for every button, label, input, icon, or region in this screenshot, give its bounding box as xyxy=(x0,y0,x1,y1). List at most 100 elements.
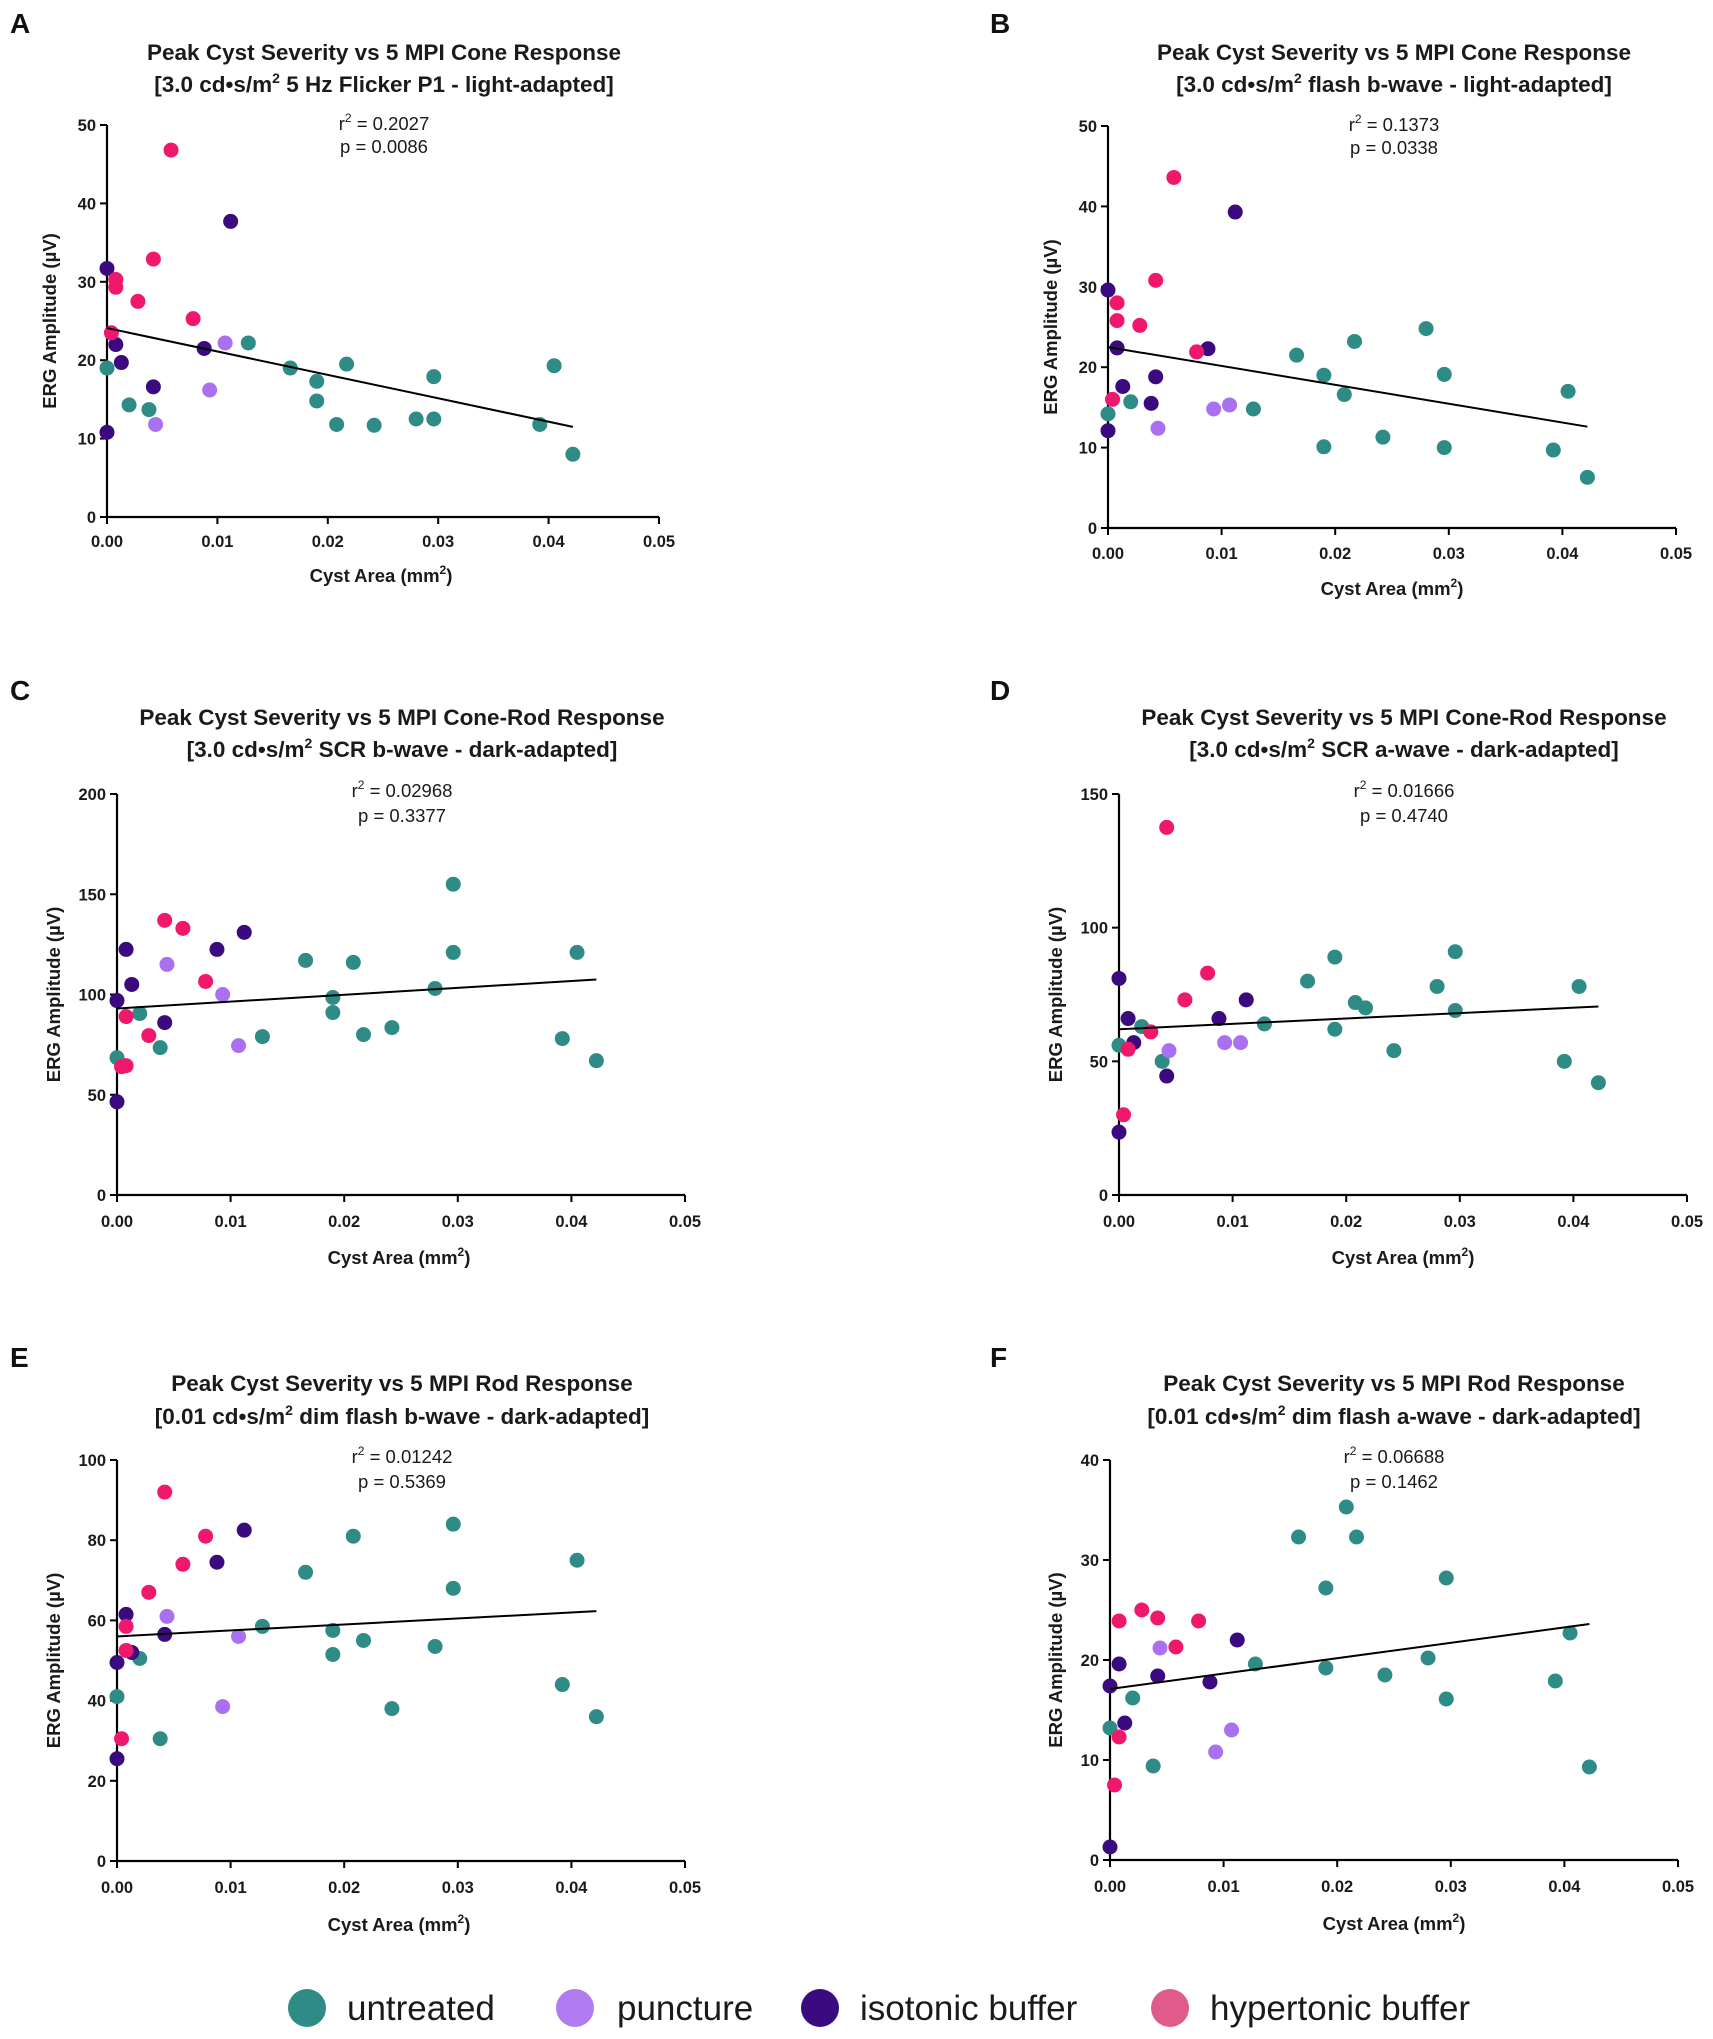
y-tick-label: 0 xyxy=(1088,520,1097,538)
data-point-untreated xyxy=(1556,1053,1572,1069)
data-point-hypertonic xyxy=(1168,1639,1184,1655)
x-tick-label: 0.00 xyxy=(101,1879,133,1897)
y-tick-label: 10 xyxy=(1079,440,1097,458)
y-tick-label: 100 xyxy=(78,1452,106,1470)
data-point-isotonic xyxy=(145,379,161,395)
chart-title-f: Peak Cyst Severity vs 5 MPI Rod Response xyxy=(1163,1371,1624,1396)
x-tick-label: 0.03 xyxy=(422,533,454,551)
data-point-hypertonic xyxy=(1111,1729,1127,1745)
y-tick-label: 40 xyxy=(78,195,96,213)
data-point-puncture xyxy=(202,382,218,398)
x-tick-label: 0.03 xyxy=(1433,545,1465,563)
panel-b: B Peak Cyst Severity vs 5 MPI Cone Respon… xyxy=(990,8,1692,599)
data-point-untreated xyxy=(1438,1691,1454,1707)
data-point-untreated xyxy=(1318,1580,1334,1596)
data-point-isotonic xyxy=(1100,423,1116,439)
data-point-untreated xyxy=(141,402,157,418)
data-point-untreated xyxy=(554,1031,570,1047)
data-point-hypertonic xyxy=(108,279,124,295)
data-point-untreated xyxy=(1347,333,1363,349)
x-axis-label-b: Cyst Area (mm2) xyxy=(1321,576,1464,599)
y-tick-label: 0 xyxy=(97,1187,106,1205)
panel-letter-f: F xyxy=(990,1342,1007,1373)
y-tick-label: 50 xyxy=(78,117,96,135)
data-point-hypertonic xyxy=(1150,1610,1166,1626)
chart-subtitle-d: [3.0 cd•s/m2 SCR a-wave - dark-adapted] xyxy=(1189,735,1619,762)
data-point-hypertonic xyxy=(1107,1777,1123,1793)
y-axis-label-e: ERG Amplitude (µV) xyxy=(43,1573,64,1748)
data-point-isotonic xyxy=(109,1655,125,1671)
y-axis-label-d: ERG Amplitude (µV) xyxy=(1045,907,1066,1082)
x-tick-label: 0.04 xyxy=(555,1879,588,1897)
data-point-isotonic xyxy=(1150,1668,1166,1684)
x-tick-label: 0.01 xyxy=(215,1879,247,1897)
x-tick-label: 0.01 xyxy=(1208,1878,1240,1896)
data-point-puncture xyxy=(215,1699,231,1715)
y-axis-label-f: ERG Amplitude (µV) xyxy=(1045,1572,1066,1747)
data-point-hypertonic xyxy=(198,1528,214,1544)
r-squared-c: r2 = 0.02968 xyxy=(352,778,453,801)
data-point-puncture xyxy=(1206,401,1222,417)
y-tick-label: 20 xyxy=(1081,1652,1099,1670)
y-tick-label: 0 xyxy=(1090,1852,1099,1870)
data-point-untreated xyxy=(1447,944,1463,960)
data-point-puncture xyxy=(1152,1640,1168,1656)
data-point-isotonic xyxy=(99,260,115,276)
data-point-puncture xyxy=(217,335,233,351)
y-tick-label: 30 xyxy=(1079,279,1097,297)
data-point-untreated xyxy=(445,1516,461,1532)
y-tick-label: 0 xyxy=(97,1853,106,1871)
x-axis-label-f: Cyst Area (mm2) xyxy=(1323,1911,1466,1934)
x-tick-label: 0.01 xyxy=(1206,545,1238,563)
p-value-b: p = 0.0338 xyxy=(1350,137,1438,158)
data-point-isotonic xyxy=(1143,395,1159,411)
chart-title-d: Peak Cyst Severity vs 5 MPI Cone-Rod Res… xyxy=(1141,705,1666,730)
x-tick-label: 0.04 xyxy=(1548,1878,1581,1896)
regression-line-e xyxy=(116,1610,597,1638)
y-tick-label: 50 xyxy=(1079,118,1097,136)
data-point-isotonic xyxy=(1200,341,1216,357)
p-value-e: p = 0.5369 xyxy=(358,1471,446,1492)
x-tick-label: 0.02 xyxy=(312,533,344,551)
y-tick-label: 200 xyxy=(78,786,106,804)
data-point-untreated xyxy=(1349,1529,1365,1545)
y-tick-label: 30 xyxy=(78,274,96,292)
data-point-untreated xyxy=(309,373,325,389)
x-tick-label: 0.03 xyxy=(442,1213,474,1231)
data-point-hypertonic xyxy=(1148,272,1164,288)
data-point-untreated xyxy=(1420,1650,1436,1666)
data-point-untreated xyxy=(309,393,325,409)
data-point-hypertonic xyxy=(1109,295,1125,311)
x-tick-label: 0.02 xyxy=(1319,545,1351,563)
data-point-untreated xyxy=(1438,1570,1454,1586)
data-point-untreated xyxy=(1436,440,1452,456)
regression-line-f xyxy=(1109,1623,1590,1690)
data-point-untreated xyxy=(1154,1053,1170,1069)
x-tick-label: 0.00 xyxy=(101,1213,133,1231)
data-point-puncture xyxy=(215,987,231,1002)
x-tick-label: 0.03 xyxy=(1435,1878,1467,1896)
data-point-hypertonic xyxy=(1111,1613,1127,1629)
data-point-untreated xyxy=(565,446,581,462)
data-point-isotonic xyxy=(1115,378,1131,394)
data-point-untreated xyxy=(1318,1660,1334,1676)
data-point-untreated xyxy=(152,1731,168,1747)
panel-a: A Peak Cyst Severity vs 5 MPI Cone Respon… xyxy=(10,8,675,586)
data-point-untreated xyxy=(1547,1673,1563,1689)
x-axis-label-e: Cyst Area (mm2) xyxy=(328,1912,471,1935)
y-tick-label: 50 xyxy=(88,1087,106,1105)
r-squared-e: r2 = 0.01242 xyxy=(352,1444,453,1467)
data-point-untreated xyxy=(254,1029,270,1045)
y-tick-label: 30 xyxy=(1081,1552,1099,1570)
x-tick-label: 0.04 xyxy=(1546,545,1579,563)
data-point-puncture xyxy=(1217,1035,1233,1051)
data-point-untreated xyxy=(1338,1499,1354,1515)
data-point-hypertonic xyxy=(175,1556,191,1572)
y-tick-label: 20 xyxy=(1079,359,1097,377)
data-point-isotonic xyxy=(109,993,125,1009)
data-point-isotonic xyxy=(1202,1674,1218,1690)
y-tick-label: 40 xyxy=(1081,1452,1099,1470)
data-point-hypertonic xyxy=(1105,391,1121,407)
data-point-untreated xyxy=(1100,406,1116,422)
data-point-untreated xyxy=(1125,1690,1141,1706)
